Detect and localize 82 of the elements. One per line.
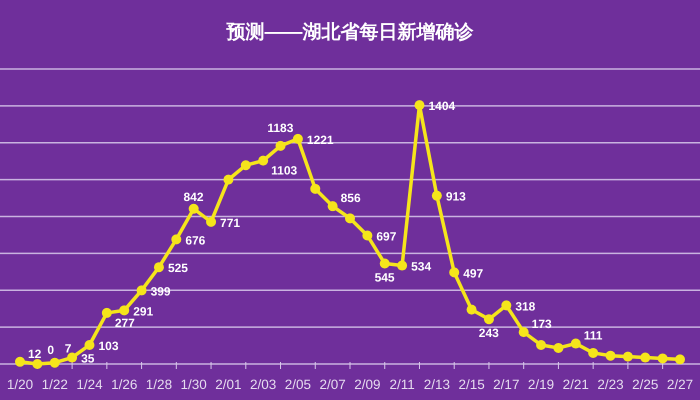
x-tick-label: 1/30 <box>180 377 207 392</box>
data-label: 12 <box>28 346 42 361</box>
point <box>675 354 685 364</box>
data-label: 497 <box>463 266 484 280</box>
point <box>223 174 234 185</box>
point <box>588 348 598 358</box>
point <box>188 204 199 214</box>
data-label: 545 <box>374 270 395 285</box>
chart-title: 预测——湖北省每日新增确诊 <box>226 21 474 43</box>
point <box>102 308 112 318</box>
point <box>622 352 633 362</box>
point <box>501 300 512 310</box>
x-tick-label: 2/07 <box>319 377 346 392</box>
point <box>658 353 668 364</box>
x-tick-label: 2/19 <box>528 377 554 392</box>
data-label: 856 <box>340 191 361 206</box>
point <box>432 190 442 201</box>
point <box>50 358 60 368</box>
x-tick-label: 2/05 <box>284 377 312 392</box>
data-label: 0 <box>47 343 54 357</box>
x-tick-label: 2/23 <box>597 377 624 392</box>
x-tick-label: 1/28 <box>146 377 172 392</box>
data-label: 771 <box>220 216 240 230</box>
point <box>362 230 372 240</box>
point <box>518 327 529 338</box>
point <box>276 140 286 151</box>
x-tick-label: 2/03 <box>250 377 276 392</box>
data-label: 1183 <box>267 120 294 135</box>
point <box>136 285 147 296</box>
x-tick-label: 1/20 <box>6 377 34 392</box>
point <box>640 352 650 363</box>
point <box>119 305 130 316</box>
point <box>553 342 564 353</box>
data-label: 103 <box>98 339 119 354</box>
data-label: 697 <box>376 229 397 244</box>
data-label: 676 <box>185 233 206 248</box>
point <box>397 260 408 271</box>
point <box>414 100 424 110</box>
data-label: 243 <box>478 326 500 340</box>
point <box>536 340 546 350</box>
point <box>171 234 182 244</box>
point <box>328 201 338 212</box>
x-tick-label: 2/13 <box>424 377 450 392</box>
point <box>449 267 460 278</box>
data-label: 7 <box>64 342 72 356</box>
data-label: 111 <box>584 328 603 343</box>
x-tick-label: 2/25 <box>632 377 658 392</box>
data-label: 277 <box>114 316 136 330</box>
data-label: 525 <box>168 261 188 276</box>
data-label: 291 <box>133 304 154 318</box>
x-tick-label: 1/26 <box>111 377 138 392</box>
data-label: 1103 <box>271 164 298 178</box>
data-label: 35 <box>81 352 95 366</box>
point <box>606 350 616 361</box>
point <box>258 156 268 166</box>
point <box>15 356 25 367</box>
point <box>84 340 94 350</box>
point <box>67 352 78 363</box>
x-tick-label: 1/22 <box>42 377 68 392</box>
point <box>466 304 477 315</box>
x-tick-label: 2/21 <box>562 377 589 392</box>
x-tick-label: 1/24 <box>76 377 104 392</box>
point <box>484 314 494 324</box>
data-label: 318 <box>515 299 536 314</box>
point <box>206 216 216 227</box>
x-tick-label: 2/09 <box>354 377 381 392</box>
point <box>154 262 164 272</box>
x-tick-label: 2/17 <box>493 377 520 392</box>
x-tick-label: 2/01 <box>215 377 242 392</box>
x-tick-label: 2/15 <box>458 377 485 392</box>
x-tick-label: 2/27 <box>666 377 694 392</box>
point <box>292 134 303 144</box>
point <box>32 359 42 369</box>
point <box>380 258 390 269</box>
x-tick-label: 2/11 <box>389 377 415 392</box>
point <box>310 184 320 194</box>
point <box>570 338 581 349</box>
point <box>345 213 355 224</box>
point <box>240 160 251 170</box>
data-label: 913 <box>446 190 466 204</box>
data-label: 534 <box>411 260 432 274</box>
data-label: 842 <box>184 190 204 204</box>
